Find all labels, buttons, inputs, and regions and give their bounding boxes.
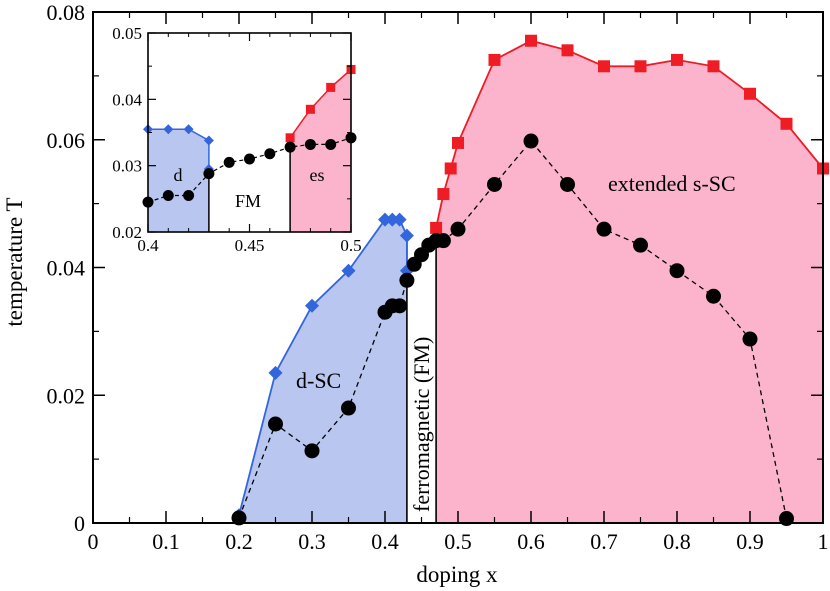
inset-extended-s-sc-marker xyxy=(305,104,315,114)
x-axis-title: doping x xyxy=(416,562,498,587)
region-label-extended-s-sc: extended s-SC xyxy=(608,171,736,196)
x-tick-label: 0.1 xyxy=(152,529,180,554)
region-label-ferromagnetic: ferromagnetic (FM) xyxy=(409,337,434,512)
inset-d-sc-marker xyxy=(183,124,194,135)
x-tick-label: 0.4 xyxy=(371,529,399,554)
x-tick-label: 0.7 xyxy=(590,529,618,554)
black-dashed-marker xyxy=(392,298,408,314)
extended-s-sc-marker xyxy=(452,136,464,149)
extended-s-sc-marker xyxy=(430,221,443,234)
black-dashed-marker xyxy=(523,133,539,149)
inset-label-d: d xyxy=(174,165,183,185)
x-tick-label: 1 xyxy=(818,529,829,554)
black-dashed-marker xyxy=(304,443,320,459)
x-tick-label: 0.5 xyxy=(444,529,472,554)
d-sc-marker xyxy=(341,263,356,278)
inset-black-dashed-marker xyxy=(162,190,174,202)
extended-s-sc-marker xyxy=(598,60,610,73)
d-sc-marker xyxy=(268,365,283,380)
black-dashed-marker xyxy=(450,221,466,237)
inset-y-tick-label: 0.04 xyxy=(112,90,142,109)
black-dashed-marker xyxy=(560,176,575,192)
y-tick-label: 0.08 xyxy=(47,0,86,25)
d-sc-marker xyxy=(399,228,414,243)
black-dashed-marker xyxy=(669,263,685,279)
black-dashed-marker xyxy=(706,288,721,304)
inset-es-region-fill xyxy=(290,69,351,232)
inset-extended-s-sc-marker xyxy=(326,82,336,92)
black-dashed-marker xyxy=(399,272,415,288)
extended-s-sc-marker xyxy=(561,44,574,57)
inset-y-tick-label: 0.02 xyxy=(112,223,142,242)
extended-s-sc-marker xyxy=(488,53,501,66)
y-axis-title: temperature T xyxy=(2,197,27,326)
y-tick-label: 0 xyxy=(74,511,85,536)
d-sc-marker xyxy=(392,212,407,227)
black-dashed-marker xyxy=(487,176,502,192)
extended-s-sc-region-fill xyxy=(436,40,823,523)
inset-d-sc-marker xyxy=(203,135,214,146)
inset-black-dashed-marker xyxy=(284,141,296,153)
inset-d-sc-marker xyxy=(163,124,174,135)
inset-label-es: es xyxy=(310,165,325,185)
region-label-d-sc: d-SC xyxy=(296,368,341,393)
extended-s-sc-marker xyxy=(780,117,793,130)
d-sc-marker xyxy=(305,298,319,313)
extended-s-sc-marker xyxy=(437,188,450,201)
inset-black-dashed-marker xyxy=(223,156,235,168)
inset-extended-s-sc-line xyxy=(289,68,352,139)
x-tick-label: 0.6 xyxy=(517,529,545,554)
d-sc-region-fill xyxy=(239,219,407,523)
black-dashed-marker xyxy=(435,233,451,249)
inset-black-dashed-marker xyxy=(203,168,215,180)
extended-s-sc-marker xyxy=(634,60,647,73)
inset-x-tick-label: 0.5 xyxy=(340,236,361,255)
inset-x-tick-label: 0.45 xyxy=(235,236,265,255)
x-tick-label: 0.8 xyxy=(663,529,691,554)
black-dashed-marker xyxy=(596,221,612,237)
inset-black-dashed-marker xyxy=(325,138,337,150)
y-tick-label: 0.06 xyxy=(47,128,86,153)
black-dashed-marker xyxy=(341,400,356,416)
inset-black-dashed-marker xyxy=(304,138,316,150)
inset-d-region-fill xyxy=(148,129,209,232)
x-tick-label: 0.3 xyxy=(298,529,326,554)
main-axes: 0 0.1 0.2 0.3 0.4 0.5 0.6 0.7 0.8 0.9 100.020.040.… xyxy=(47,0,829,554)
extended-s-sc-marker xyxy=(707,60,720,73)
y-tick-label: 0.02 xyxy=(47,383,86,408)
x-tick-label: 0.9 xyxy=(736,529,764,554)
inset-label-fm: FM xyxy=(235,191,261,211)
inset-plot: 0.4 0.45 0.5 0.02 0.03 0.04 0.05 xyxy=(112,24,361,255)
extended-s-sc-marker xyxy=(444,162,457,175)
inset-black-dashed-marker xyxy=(244,153,255,165)
inset-black-dashed-marker xyxy=(264,148,276,160)
inset-black-dashed-marker xyxy=(183,190,195,202)
d-sc-marker xyxy=(378,212,392,227)
extended-s-sc-marker xyxy=(525,34,537,47)
inset-x-tick-label: 0.4 xyxy=(137,236,159,255)
d-sc-marker xyxy=(385,212,400,227)
inset-y-tick-label: 0.03 xyxy=(112,157,142,176)
y-tick-label: 0.04 xyxy=(47,256,86,281)
main-region-fills xyxy=(239,40,823,523)
main-series-markers xyxy=(231,34,829,527)
black-dashed-marker xyxy=(742,331,758,347)
x-tick-label: 0 xyxy=(88,529,99,554)
inset-extended-s-sc-marker xyxy=(285,133,295,143)
extended-s-sc-marker xyxy=(671,53,683,66)
inset-y-tick-label: 0.05 xyxy=(112,24,142,43)
black-dashed-marker xyxy=(268,416,283,432)
black-dashed-marker xyxy=(633,237,648,253)
x-tick-label: 0.2 xyxy=(225,529,253,554)
extended-s-sc-marker xyxy=(744,87,756,100)
